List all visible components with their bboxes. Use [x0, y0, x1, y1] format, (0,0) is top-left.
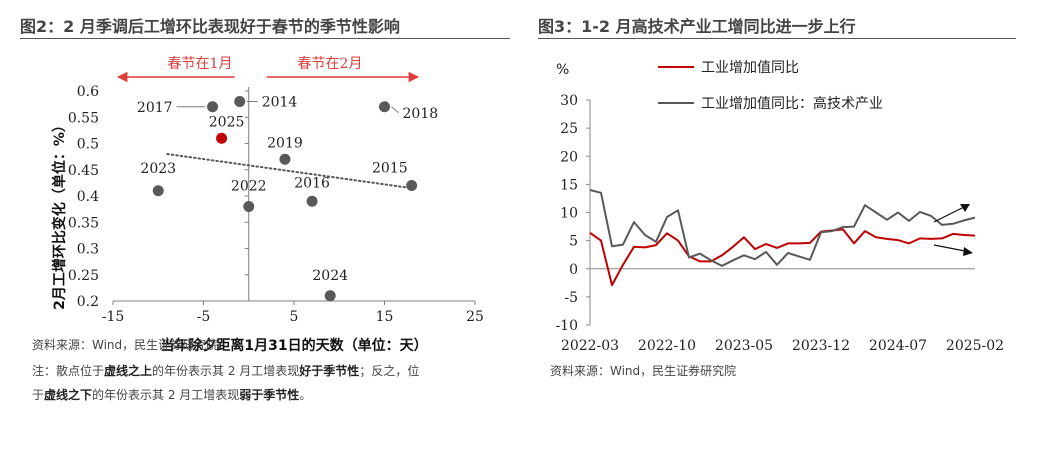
point-label-2014: 2014: [262, 95, 298, 111]
point-label-2018: 2018: [403, 106, 439, 122]
y-tick-label: 5: [569, 234, 578, 250]
down-trend-arrow-head: [963, 247, 973, 256]
y-axis-label: 2月工增环比变化（单位：%）: [51, 118, 68, 310]
x-tick-label: 2022-10: [638, 338, 696, 354]
x-axis-label: 当年除夕距离1月31日的天数（单位：天）: [160, 337, 427, 354]
left-title-rule: [20, 38, 510, 39]
y-tick-label: 0.3: [77, 242, 99, 258]
point-label-2016: 2016: [294, 175, 330, 191]
y-tick-label: 0.55: [68, 110, 99, 126]
series-line-industrial-output: [589, 228, 976, 287]
y-tick-label: 30: [560, 93, 578, 109]
y-tick-label: 10: [560, 206, 578, 222]
y-tick-label: 0.6: [77, 84, 99, 100]
y-tick-label: 0.35: [68, 215, 99, 231]
scatter-point-2017: [207, 101, 219, 113]
y-tick-label: 0.45: [68, 163, 99, 179]
unit-label: %: [556, 62, 569, 78]
scatter-chart: 0.2 0.25 0.3 0.35 0.4 0.45 0.5 0.55 0.6 -15 -5 5 15 2…: [51, 56, 484, 354]
right-title-rule: [538, 38, 1016, 39]
scatter-point-2019: [279, 153, 291, 165]
scatter-point-2025: [216, 132, 228, 144]
legend-label: 工业增加值同比：高技术产业: [701, 95, 883, 112]
point-label-2025: 2025: [209, 114, 245, 130]
scatter-point-2022: [243, 201, 255, 212]
point-label-2015: 2015: [372, 161, 408, 177]
y-tick-label: -5: [564, 290, 578, 306]
y-tick-label: 0: [569, 262, 578, 278]
y-tick-label: 0.5: [77, 137, 99, 153]
scatter-point-2023: [152, 185, 164, 197]
point-label-2019: 2019: [267, 135, 303, 151]
x-tick-label: 5: [290, 309, 299, 325]
x-tick-label: -15: [102, 309, 125, 325]
right-source: 资料来源：Wind，民生证券研究院: [550, 364, 737, 378]
up-trend-arrow-head: [960, 204, 970, 212]
scatter-point-2016: [306, 195, 318, 207]
left-source: 资料来源：Wind，民生证券研究院: [32, 338, 219, 352]
trendline: [166, 153, 413, 190]
y-tick-label: 15: [560, 177, 578, 193]
x-tick-label: 2025-02: [946, 338, 1004, 354]
x-tick-label: 2022-03: [561, 338, 619, 354]
y-tick-label: 0.2: [77, 294, 99, 310]
series-line-high-tech: [589, 189, 976, 267]
left-figure-title: 图2：2 月季调后工增环比表现好于春节的季节性影响: [20, 17, 400, 36]
x-tick-label: 2023-12: [792, 338, 850, 354]
right-figure-panel: 图3：1-2 月高技术产业工增同比进一步上行 % 30 25 20 15 10 5 0 -5 -1…: [538, 0, 1016, 453]
right-arrow-annotation: 春节在2月: [298, 56, 363, 72]
right-figure-title: 图3：1-2 月高技术产业工增同比进一步上行: [538, 17, 856, 36]
legend-label: 工业增加值同比: [701, 60, 799, 76]
point-label-2024: 2024: [312, 268, 348, 284]
left-figure-panel: 图2：2 月季调后工增环比表现好于春节的季节性影响 0.2 0.25 0.3 0.35…: [20, 0, 510, 453]
scatter-point-2015: [406, 180, 418, 191]
y-tick-label: 0.25: [68, 268, 99, 284]
scatter-point-2024: [324, 290, 336, 302]
up-trend-arrow-shaft: [933, 204, 969, 223]
x-tick-label: -5: [197, 309, 211, 325]
line-chart: % 30 25 20 15 10 5 0 -5 -10 2022-03 2022-10 2023-05 2…: [555, 60, 1004, 354]
point-label-2023: 2023: [140, 161, 176, 177]
point-label-2022: 2022: [231, 179, 267, 195]
left-arrow-annotation: 春节在1月: [168, 56, 233, 72]
x-tick-label: 2023-05: [715, 338, 773, 354]
y-tick-label: 20: [560, 149, 578, 165]
y-tick-label: -10: [555, 318, 578, 334]
x-tick-label: 15: [376, 309, 394, 325]
left-note-line-1: 注：散点位于虚线之上的年份表示其 2 月工增表现好于季节性；反之，位: [32, 364, 420, 378]
scatter-point-2018: [379, 101, 390, 113]
y-tick-label: 25: [560, 121, 578, 137]
x-tick-label: 2024-07: [869, 338, 927, 354]
y-tick-label: 0.4: [77, 189, 99, 205]
x-tick-label: 25: [466, 309, 484, 325]
scatter-point-2014: [234, 96, 246, 107]
left-note-line-2: 于虚线之下的年份表示其 2 月工增表现弱于季节性。: [32, 388, 312, 402]
point-leader-line: [391, 106, 399, 114]
point-label-2017: 2017: [137, 100, 173, 116]
